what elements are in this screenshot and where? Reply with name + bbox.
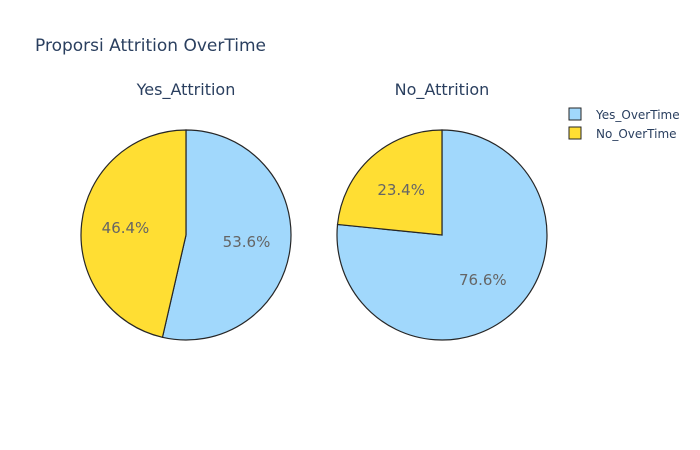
legend-label-no-overtime: No_OverTime: [596, 127, 677, 141]
chart-title: Proporsi Attrition OverTime: [35, 36, 266, 56]
legend-swatch-yes-overtime: [568, 107, 582, 121]
slice-label-no-attrition-yes-overtime: 76.6%: [459, 271, 507, 289]
slice-yes-attrition-yes-overtime[interactable]: [161, 129, 292, 341]
slice-yes-attrition-no-overtime[interactable]: [80, 129, 187, 339]
slice-no-attrition-no-overtime[interactable]: [336, 129, 443, 236]
slice-no-attrition-yes-overtime[interactable]: [336, 129, 548, 341]
legend-item-yes-overtime[interactable]: Yes_OverTime: [568, 107, 680, 122]
pie-no-attrition: 76.6% 23.4% No_Attrition: [336, 80, 548, 341]
legend-swatch-no-overtime: [568, 126, 582, 140]
slice-label-yes-attrition-yes-overtime: 53.6%: [223, 233, 271, 251]
slice-label-yes-attrition-no-overtime: 46.4%: [102, 219, 150, 237]
slice-label-no-attrition-no-overtime: 23.4%: [377, 181, 425, 199]
legend: Yes_OverTime No_OverTime: [568, 107, 680, 141]
legend-item-no-overtime[interactable]: No_OverTime: [568, 126, 677, 141]
pie-yes-attrition: 53.6% 46.4% Yes_Attrition: [80, 80, 292, 341]
legend-label-yes-overtime: Yes_OverTime: [595, 108, 680, 122]
pie-no-attrition-subtitle: No_Attrition: [395, 80, 490, 100]
pie-yes-attrition-subtitle: Yes_Attrition: [136, 80, 236, 100]
